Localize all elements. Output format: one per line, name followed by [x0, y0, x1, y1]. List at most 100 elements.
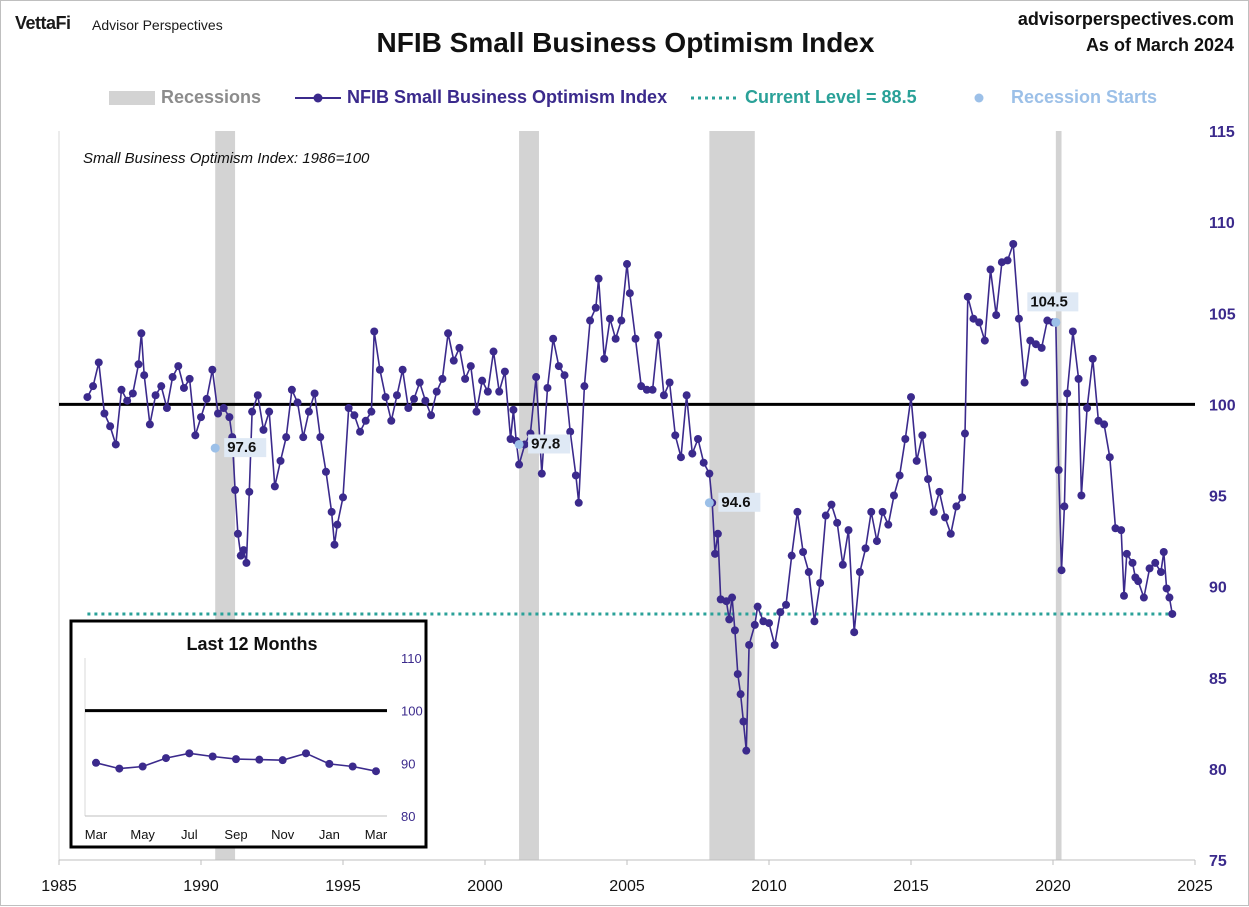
data-point — [509, 405, 518, 414]
inset-data-point — [232, 755, 240, 764]
data-point — [316, 433, 325, 442]
legend-current-label: Current Level = 88.5 — [745, 87, 917, 107]
data-point — [750, 620, 759, 629]
inset-data-point — [302, 749, 310, 758]
brand-subtitle: Advisor Perspectives — [92, 17, 223, 33]
data-point — [605, 314, 614, 323]
data-point — [1026, 336, 1035, 345]
inset-y-tick-label: 80 — [401, 809, 415, 824]
data-point — [89, 382, 98, 391]
data-point — [554, 362, 563, 371]
legend-recessions-label: Recessions — [161, 87, 262, 107]
inset-frame — [69, 619, 428, 849]
data-point — [713, 529, 722, 538]
data-point — [918, 431, 927, 440]
chart-title: NFIB Small Business Optimism Index — [376, 27, 875, 58]
inset-x-tick-label: Nov — [271, 827, 295, 842]
recession-start-marker — [514, 439, 524, 449]
data-point — [123, 396, 132, 405]
data-point — [594, 274, 603, 283]
inset-data-point — [185, 749, 194, 758]
data-point — [1057, 566, 1066, 575]
data-point — [282, 433, 291, 442]
data-point — [168, 373, 177, 382]
data-point — [239, 546, 248, 555]
data-point — [287, 385, 296, 394]
data-point — [682, 391, 691, 400]
data-point — [381, 393, 390, 402]
data-point — [151, 391, 160, 400]
data-point — [367, 407, 376, 416]
data-point — [344, 404, 353, 413]
data-point — [705, 469, 714, 478]
data-point — [1094, 416, 1103, 425]
data-point — [1105, 453, 1114, 462]
x-tick-label: 1985 — [41, 878, 77, 895]
data-point — [537, 469, 546, 478]
data-point — [137, 329, 146, 338]
data-point — [654, 331, 663, 340]
data-point — [671, 431, 680, 440]
data-point — [350, 411, 359, 420]
data-point — [969, 314, 978, 323]
data-point — [549, 334, 558, 343]
inset-data-point — [138, 762, 147, 771]
data-point — [117, 385, 126, 394]
as-of-date: As of March 2024 — [1085, 35, 1234, 55]
data-point — [515, 460, 524, 469]
recession-start-label: 104.5 — [1030, 293, 1068, 310]
recession-band — [519, 131, 539, 860]
data-point — [202, 394, 211, 403]
legend-recession-start-swatch — [974, 93, 984, 103]
data-point — [833, 518, 842, 527]
data-point — [1068, 327, 1077, 336]
inset-data-point — [372, 767, 380, 776]
data-point — [821, 511, 830, 520]
index-series — [83, 239, 1177, 755]
data-point — [986, 265, 995, 274]
data-point — [952, 502, 961, 511]
data-point — [94, 358, 103, 367]
data-point — [233, 529, 242, 538]
data-point — [245, 487, 254, 496]
recession-start-label-bg — [528, 434, 571, 454]
data-point — [1054, 465, 1063, 474]
recession-start-label-bg — [718, 492, 761, 512]
data-point — [591, 303, 600, 312]
recession-start-marker — [1051, 317, 1061, 327]
y-tick-label: 75 — [1209, 853, 1227, 870]
data-point — [884, 520, 893, 529]
data-point — [134, 360, 143, 369]
data-point — [270, 482, 279, 491]
data-point — [963, 292, 972, 301]
data-point — [1156, 568, 1165, 577]
data-point — [1088, 354, 1097, 363]
data-point — [253, 391, 262, 400]
data-point — [444, 329, 453, 338]
data-point — [1117, 526, 1126, 535]
inset-y-tick-label: 90 — [401, 756, 415, 771]
data-point — [929, 507, 938, 516]
data-point — [361, 416, 370, 425]
data-point — [566, 427, 575, 436]
data-point — [327, 507, 336, 516]
data-point — [838, 560, 847, 569]
data-point — [1162, 584, 1171, 593]
data-point — [265, 407, 274, 416]
data-point — [889, 491, 898, 500]
data-point — [1120, 591, 1128, 600]
data-point — [330, 540, 339, 549]
data-point — [742, 746, 751, 755]
data-point — [392, 391, 401, 400]
data-point — [912, 456, 921, 465]
data-point — [375, 365, 384, 374]
data-point — [770, 640, 779, 649]
data-point — [432, 387, 441, 396]
data-point — [106, 422, 115, 431]
data-point — [1083, 404, 1092, 413]
data-point — [1014, 314, 1023, 323]
data-point — [924, 475, 933, 484]
data-point — [1060, 502, 1069, 511]
